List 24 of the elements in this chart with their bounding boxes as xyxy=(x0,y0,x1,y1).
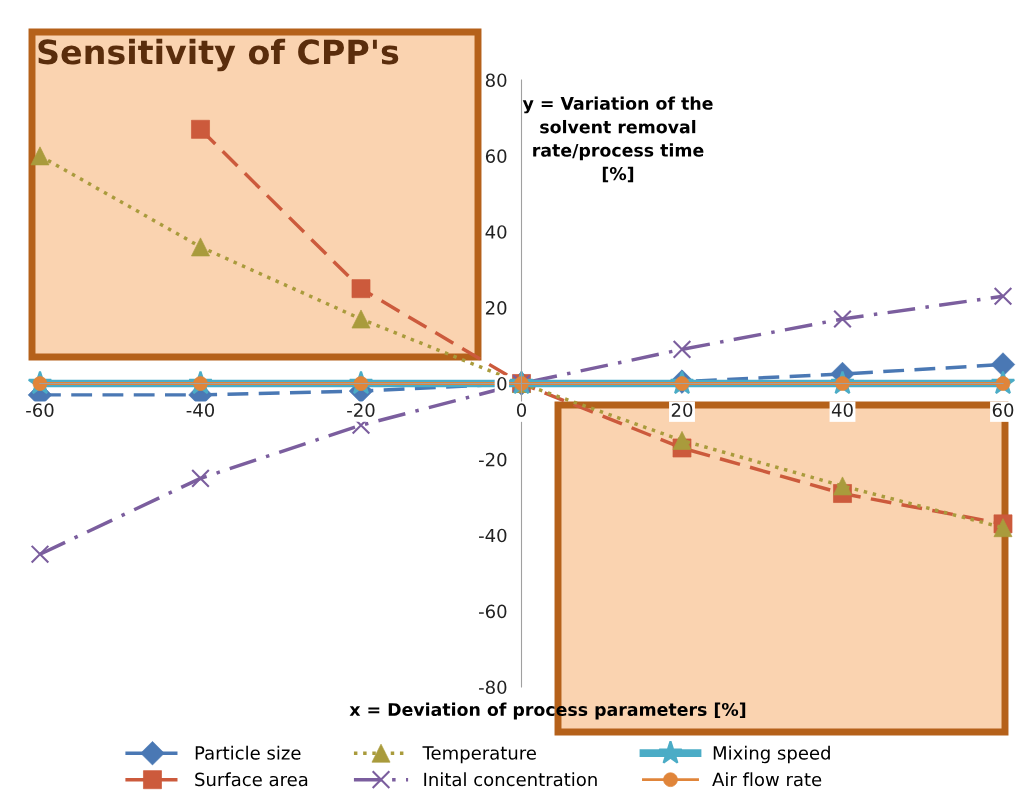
legend-label: Inital concentration xyxy=(424,772,597,787)
y-tick-label: 20 xyxy=(485,301,507,315)
y-tick-label: 60 xyxy=(485,149,507,163)
y-axis-title: y = Variation of the solvent removal rate/process time [%] xyxy=(522,96,713,183)
y-tick-label: -20 xyxy=(479,452,507,467)
y-tick-label: -80 xyxy=(479,680,507,695)
legend-label: Surface area xyxy=(195,772,308,787)
x-tick-label: 0 xyxy=(516,403,527,417)
y-tick-label: 80 xyxy=(485,73,507,88)
x-tick-label: -20 xyxy=(347,403,375,417)
y-tick-label: -60 xyxy=(479,604,507,619)
legend-label: Temperature xyxy=(422,746,536,764)
x-tick-label: -60 xyxy=(26,403,54,417)
y-tick-label: -40 xyxy=(479,528,507,543)
x-tick-label: 20 xyxy=(671,403,693,417)
chart-title: Sensitivity of CPP's xyxy=(38,38,399,72)
legend-label: Particle size xyxy=(195,745,301,760)
x-tick-label: 60 xyxy=(992,403,1014,417)
x-tick-label: 40 xyxy=(831,403,853,417)
y-tick-label: 40 xyxy=(485,225,507,239)
y-tick-label: 0 xyxy=(497,376,507,391)
legend-label: Mixing speed xyxy=(713,745,830,764)
x-tick-label: -40 xyxy=(186,403,215,417)
legend-label: Air flow rate xyxy=(712,772,822,787)
